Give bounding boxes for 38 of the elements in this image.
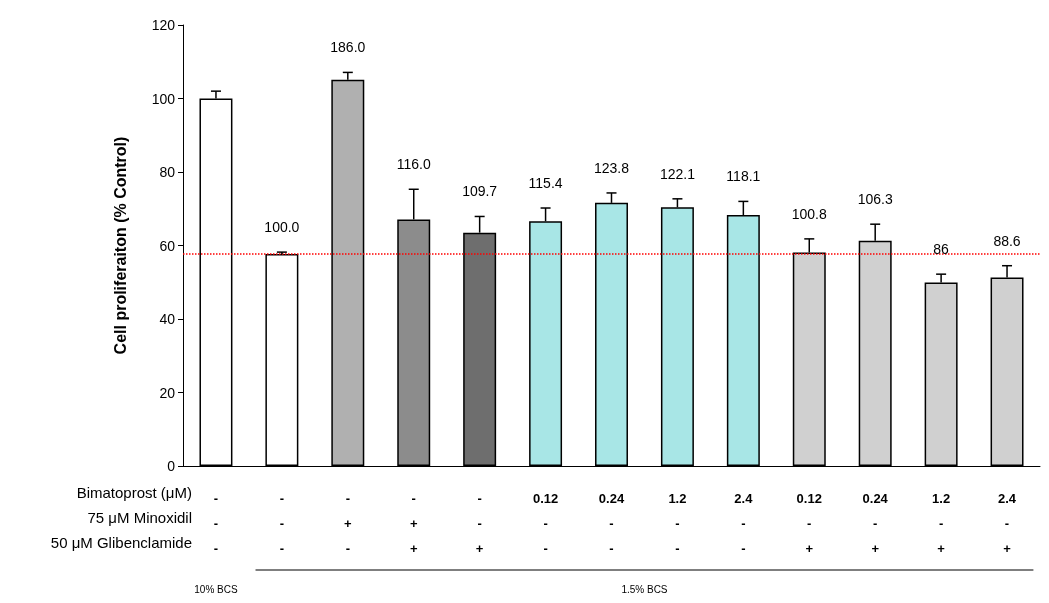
annotation: 106.3 xyxy=(857,191,893,208)
text: 10% BCS xyxy=(194,583,238,595)
y-tick-label: 40 xyxy=(159,311,176,327)
annotation: 116.0 xyxy=(396,156,431,173)
y-tick-label: 20 xyxy=(159,384,176,401)
annotation: 118.1 xyxy=(726,168,761,185)
text: Bimatoprost (μM) xyxy=(76,484,192,501)
x-tick-label: 0.12 - - xyxy=(532,491,559,556)
text: 50 μM Glibenclamide xyxy=(50,534,193,551)
x-tick-label: 0.24 - - xyxy=(598,491,625,556)
x-tick-label: 0.12 - + xyxy=(796,491,822,556)
x-tick-label: - - - xyxy=(213,491,219,556)
annotation: 123.8 xyxy=(593,159,630,176)
y-tick-label: 120 xyxy=(151,17,176,33)
x-tick-label: - + - xyxy=(344,491,353,556)
y-tick-label: 80 xyxy=(159,164,176,180)
text: 1.5% BCS xyxy=(621,583,668,595)
annotation: 186.0 xyxy=(330,39,366,56)
x-tick-label: - - - xyxy=(279,491,285,556)
x-tick-label: - - + xyxy=(475,491,484,556)
annotation: 88.6 xyxy=(993,232,1021,249)
x-tick-label: 2.4 - + xyxy=(998,491,1017,556)
annotation: 122.1 xyxy=(659,165,696,182)
x-tick-label: - + + xyxy=(409,491,418,556)
x-tick-label: 1.2 - + xyxy=(932,491,951,556)
annotation: 100.0 xyxy=(264,219,300,236)
text: 75 μM Minoxidil xyxy=(87,509,193,526)
x-tick-label: 2.4 - - xyxy=(734,491,754,556)
annotation: 109.7 xyxy=(462,183,498,200)
y-tick-label: 100 xyxy=(151,90,176,107)
x-tick-label: 1.2 - - xyxy=(668,491,687,556)
annotation: 86 xyxy=(933,241,950,258)
x-tick-label: 0.24 - + xyxy=(862,491,889,556)
y-tick-label: 0 xyxy=(167,458,176,474)
y-tick-label: 60 xyxy=(159,237,176,254)
annotation: 100.8 xyxy=(791,205,827,222)
annotation: 115.4 xyxy=(528,175,563,192)
y-axis-title: Cell proliferaiton (% Control) xyxy=(111,136,129,355)
